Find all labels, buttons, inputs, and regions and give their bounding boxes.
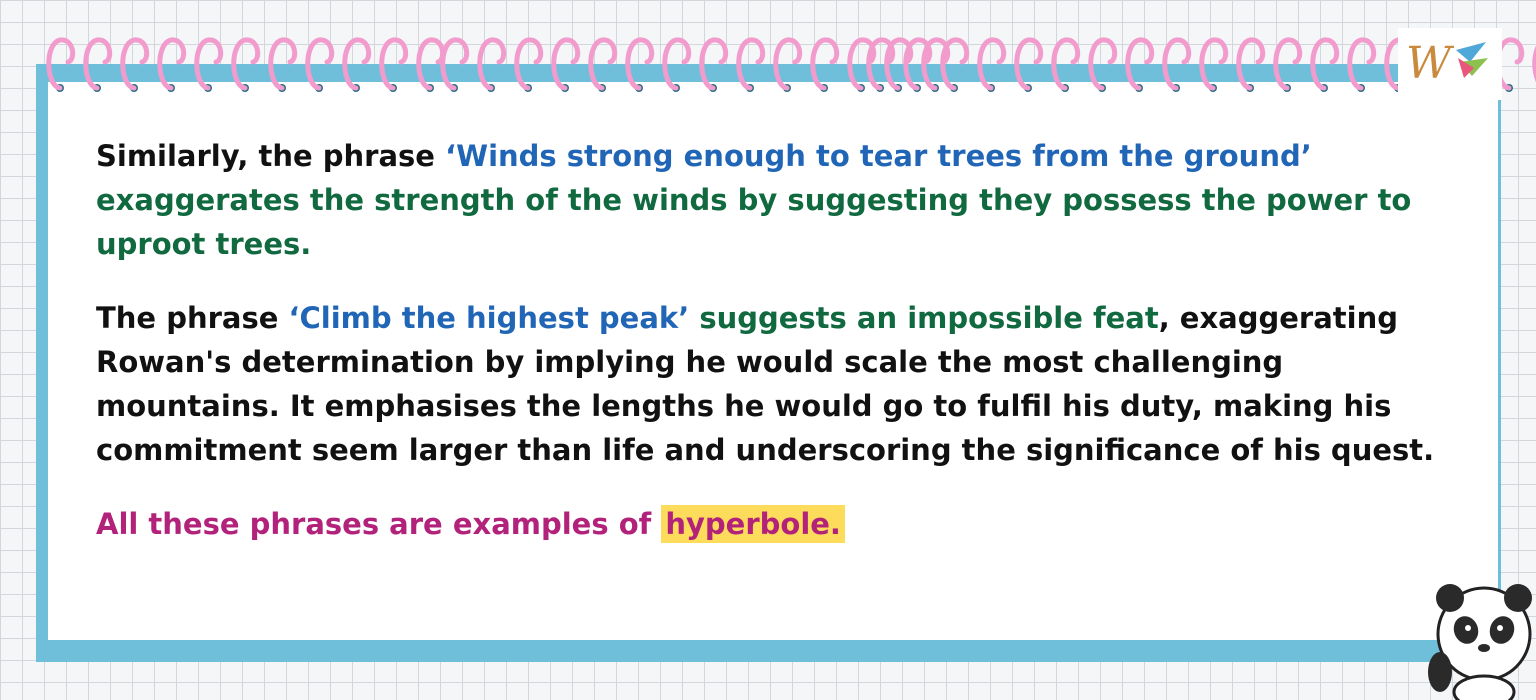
binding-ring xyxy=(625,37,655,91)
svg-text:W: W xyxy=(1406,38,1455,89)
binding-ring xyxy=(379,37,409,91)
binding-ring xyxy=(157,37,187,91)
binding-ring xyxy=(1162,37,1192,91)
p2-quote: ‘Climb the highest peak’ xyxy=(288,301,690,335)
binding-ring xyxy=(921,37,951,91)
binding-ring xyxy=(847,37,877,91)
binding-ring xyxy=(1051,37,1081,91)
binding-ring xyxy=(903,37,933,91)
p2-claim: suggests an impossible feat xyxy=(689,301,1159,335)
binding-ring xyxy=(736,37,766,91)
binding-ring xyxy=(810,37,840,91)
note-card xyxy=(48,82,1498,640)
paragraph-climb: The phrase ‘Climb the highest peak’ sugg… xyxy=(96,296,1476,472)
binding-ring xyxy=(1273,37,1303,91)
binding-ring xyxy=(46,37,76,91)
p1-quote: ‘Winds strong enough to tear trees from … xyxy=(445,139,1312,173)
binding-ring xyxy=(1125,37,1155,91)
spiral-binding xyxy=(46,37,1536,92)
binding-ring xyxy=(662,37,692,91)
binding-ring xyxy=(1088,37,1118,91)
p2-rest: , exaggerating Rowan's determination by … xyxy=(96,301,1435,467)
binding-ring xyxy=(305,37,335,91)
binding-ring xyxy=(551,37,581,91)
binding-ring xyxy=(1310,37,1340,91)
binding-ring xyxy=(440,37,470,91)
binding-ring xyxy=(940,37,970,91)
logo-w-icon: W xyxy=(1406,38,1488,89)
binding-ring xyxy=(416,37,446,91)
binding-ring xyxy=(194,37,224,91)
binding-ring xyxy=(514,37,544,91)
binding-ring xyxy=(588,37,618,91)
binding-ring xyxy=(1014,37,1044,91)
binding-ring xyxy=(866,37,896,91)
text-content: Similarly, the phrase ‘Winds strong enou… xyxy=(96,134,1476,576)
logo: W xyxy=(1398,28,1502,100)
hyperbole-highlight: hyperbole. xyxy=(661,505,845,543)
binding-ring xyxy=(120,37,150,91)
paragraph-winds: Similarly, the phrase ‘Winds strong enou… xyxy=(96,134,1476,266)
binding-ring xyxy=(231,37,261,91)
binding-ring xyxy=(884,37,914,91)
binding-ring xyxy=(1199,37,1229,91)
p1-intro: Similarly, the phrase xyxy=(96,139,446,173)
binding-ring xyxy=(477,37,507,91)
binding-ring xyxy=(83,37,113,91)
binding-ring xyxy=(268,37,298,91)
p3-text: All these phrases are examples of xyxy=(96,507,662,541)
paragraph-conclusion: All these phrases are examples of hyperb… xyxy=(96,502,1476,546)
binding-ring xyxy=(699,37,729,91)
p1-explanation: exaggerates the strength of the winds by… xyxy=(96,183,1412,261)
binding-ring xyxy=(1347,37,1377,91)
binding-ring xyxy=(342,37,372,91)
binding-ring xyxy=(1236,37,1266,91)
panda-mascot-icon xyxy=(1428,584,1532,700)
p2-intro: The phrase xyxy=(96,301,289,335)
binding-ring xyxy=(977,37,1007,91)
binding-ring xyxy=(773,37,803,91)
